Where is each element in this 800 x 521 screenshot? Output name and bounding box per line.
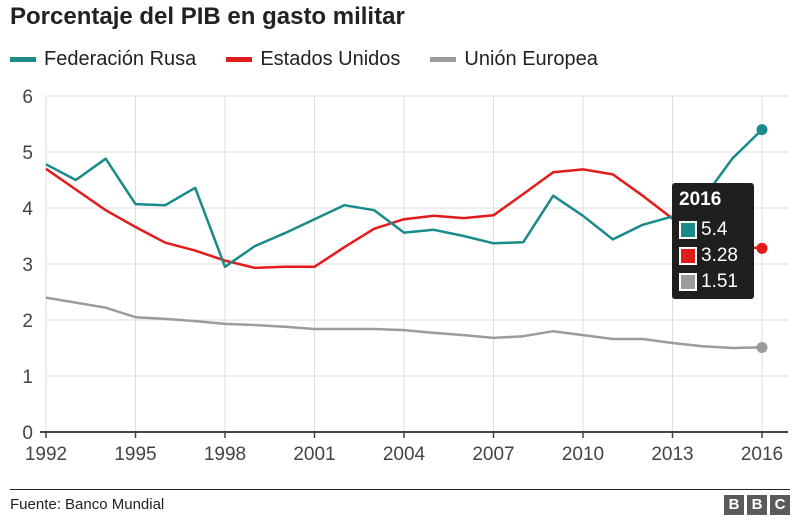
x-tick-label: 2013: [651, 444, 693, 465]
legend-label-eu: Unión Europea: [464, 47, 598, 70]
legend-label-usa: Estados Unidos: [260, 47, 401, 70]
chart-title: Porcentaje del PIB en gasto militar: [10, 3, 405, 30]
tooltip-value-russia: 5.4: [701, 219, 728, 240]
tooltip-swatch-usa: [679, 247, 697, 265]
end-marker-russia: [756, 124, 768, 136]
legend-swatch-eu: [430, 56, 457, 62]
tooltip-swatch-russia: [679, 221, 697, 239]
x-tick-label: 2001: [293, 444, 335, 465]
x-tick-label: 2010: [562, 444, 604, 465]
x-tick-label: 1992: [25, 444, 67, 465]
source-note: Fuente: Banco Mundial: [10, 496, 165, 513]
bbc-logo-block: B: [724, 495, 744, 515]
legend-swatch-russia: [10, 56, 36, 62]
x-tick-label: 2004: [383, 444, 426, 465]
bbc-logo-block: C: [770, 495, 790, 515]
y-tick-label: 1: [22, 367, 33, 388]
tooltip-row-eu: 1.51: [679, 271, 738, 293]
end-marker-usa: [756, 242, 768, 254]
tooltip-row-usa: 3.28: [679, 245, 738, 267]
y-tick-label: 0: [22, 423, 33, 444]
x-tick-label: 1998: [204, 444, 246, 465]
y-tick-label: 3: [22, 255, 33, 276]
legend: Federación Rusa Estados Unidos Unión Eur…: [10, 46, 628, 72]
legend-swatch-usa: [226, 56, 253, 62]
x-tick-label: 1995: [114, 444, 156, 465]
tooltip-row-russia: 5.4: [679, 219, 727, 241]
y-tick-label: 5: [22, 143, 33, 164]
bbc-logo: B B C: [724, 495, 790, 515]
legend-item-eu: Unión Europea: [430, 47, 598, 71]
legend-label-russia: Federación Rusa: [44, 47, 197, 70]
y-tick-label: 6: [22, 87, 33, 108]
legend-item-usa: Estados Unidos: [226, 48, 400, 71]
series-line-eu: [45, 296, 763, 350]
end-marker-eu: [756, 341, 768, 353]
data-tooltip: 2016 5.4 3.28 1.51: [672, 183, 754, 299]
series-line-usa: [45, 167, 763, 270]
y-tick-label: 4: [22, 199, 33, 220]
y-tick-label: 2: [22, 311, 33, 332]
bbc-logo-block: B: [747, 495, 767, 515]
x-tick-label: 2016: [741, 444, 783, 465]
legend-item-russia: Federación Rusa: [10, 48, 196, 71]
tooltip-value-eu: 1.51: [701, 271, 738, 292]
tooltip-swatch-eu: [679, 273, 697, 291]
footer-divider: [10, 489, 790, 490]
series-line-russia: [45, 128, 763, 269]
x-tick-label: 2007: [472, 444, 514, 465]
tooltip-value-usa: 3.28: [701, 245, 738, 266]
tooltip-year: 2016: [679, 189, 722, 210]
